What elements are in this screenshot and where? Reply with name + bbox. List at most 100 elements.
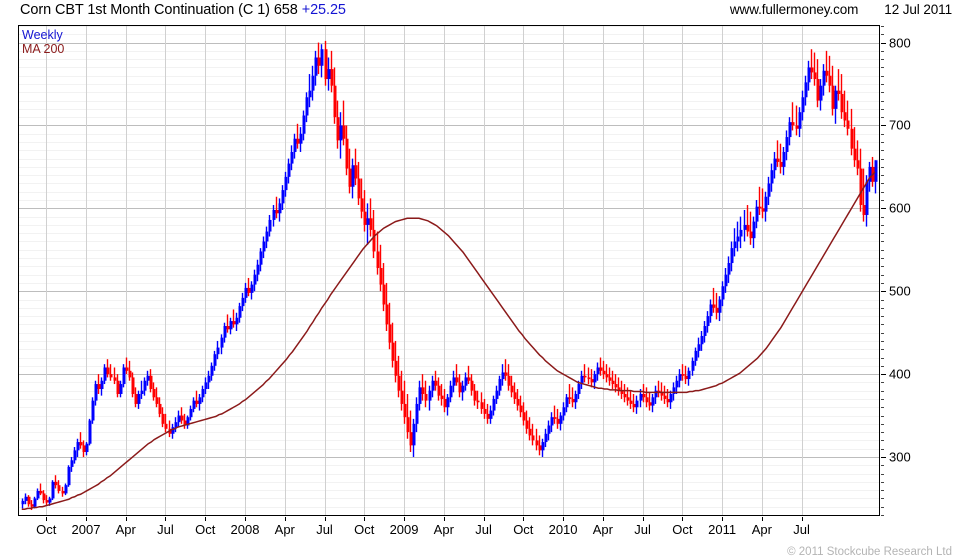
chart-series-layer: [21, 40, 878, 511]
x-axis-label: Apr: [274, 522, 295, 537]
y-axis-tick-minor: [881, 200, 884, 201]
x-axis-tick: [205, 517, 206, 521]
y-axis-tick-minor: [881, 109, 884, 110]
y-axis-tick-minor: [881, 391, 884, 392]
y-axis-tick: [881, 208, 886, 209]
x-axis-tick: [603, 517, 604, 521]
x-axis-tick: [364, 517, 365, 521]
chart-header: Corn CBT 1st Month Continuation (C 1) 65…: [0, 0, 960, 24]
y-axis-tick-minor: [881, 134, 884, 135]
y-axis-tick-minor: [881, 382, 884, 383]
y-axis-tick-minor: [881, 341, 884, 342]
y-axis-tick-minor: [881, 498, 884, 499]
y-axis-tick-minor: [881, 465, 884, 466]
y-axis-tick-minor: [881, 217, 884, 218]
y-axis-tick-minor: [881, 275, 884, 276]
y-axis-tick-minor: [881, 449, 884, 450]
y-axis-tick-minor: [881, 474, 884, 475]
x-axis-tick: [325, 517, 326, 521]
x-axis-label: Oct: [354, 522, 375, 537]
x-axis-tick: [563, 517, 564, 521]
y-axis-tick-minor: [881, 192, 884, 193]
x-axis-tick: [404, 517, 405, 521]
y-axis-tick-minor: [881, 241, 884, 242]
y-axis-tick: [881, 125, 886, 126]
y-axis-tick-minor: [881, 308, 884, 309]
y-axis-tick-minor: [881, 333, 884, 334]
x-axis-tick: [523, 517, 524, 521]
y-axis-tick-minor: [881, 59, 884, 60]
y-axis-tick-minor: [881, 26, 884, 27]
y-axis-tick-minor: [881, 300, 884, 301]
y-axis-tick-minor: [881, 159, 884, 160]
y-axis-tick-minor: [881, 225, 884, 226]
plot-inner: [19, 26, 879, 515]
x-axis-tick: [762, 517, 763, 521]
chart-date: 12 Jul 2011: [884, 2, 952, 17]
source-website: www.fullermoney.com: [729, 2, 859, 17]
y-axis-tick-minor: [881, 117, 884, 118]
y-axis-label: 300: [889, 449, 911, 465]
y-axis-tick-minor: [881, 250, 884, 251]
y-axis-tick-minor: [881, 515, 884, 516]
chart-plot-area: [18, 25, 880, 516]
price-change: +25.25: [301, 2, 346, 18]
y-axis-tick-minor: [881, 183, 884, 184]
x-axis-label: Oct: [513, 522, 534, 537]
y-axis-tick-minor: [881, 366, 884, 367]
y-axis-tick: [881, 291, 886, 292]
y-axis-tick: [881, 43, 886, 44]
y-axis-tick-minor: [881, 490, 884, 491]
y-axis-tick: [881, 457, 886, 458]
x-axis-label: Apr: [115, 522, 136, 537]
y-axis-label: 700: [889, 117, 911, 133]
y-axis-tick-minor: [881, 266, 884, 267]
header-title-group: Corn CBT 1st Month Continuation (C 1) 65…: [20, 2, 346, 18]
x-axis-tick: [484, 517, 485, 521]
y-axis-tick-minor: [881, 34, 884, 35]
x-axis-tick: [444, 517, 445, 521]
y-axis-tick-minor: [881, 258, 884, 259]
y-axis-tick-minor: [881, 67, 884, 68]
y-axis-label: 800: [889, 35, 911, 51]
y-axis-tick: [881, 374, 886, 375]
x-axis-tick: [643, 517, 644, 521]
x-axis-tick: [165, 517, 166, 521]
x-axis-label: Jul: [316, 522, 333, 537]
y-axis-tick-minor: [881, 407, 884, 408]
header-meta-group: www.fullermoney.com 12 Jul 2011: [730, 2, 952, 17]
copyright-notice: © 2011 Stockcube Research Ltd: [787, 546, 952, 558]
y-axis-tick-minor: [881, 432, 884, 433]
x-axis-label: Jul: [475, 522, 492, 537]
y-axis-tick-minor: [881, 150, 884, 151]
legend-item-weekly: Weekly: [22, 28, 63, 42]
y-axis-tick-minor: [881, 92, 884, 93]
y-axis-tick-minor: [881, 84, 884, 85]
x-axis-label: 2010: [548, 522, 578, 537]
y-axis-tick-minor: [881, 76, 884, 77]
y-axis-tick-minor: [881, 142, 884, 143]
x-axis-label: Oct: [672, 522, 693, 537]
x-axis-label: Apr: [592, 522, 613, 537]
x-axis-tick: [285, 517, 286, 521]
y-axis-tick-minor: [881, 324, 884, 325]
x-axis-label: 2007: [71, 522, 101, 537]
x-axis-label: Oct: [36, 522, 57, 537]
y-axis-tick-minor: [881, 316, 884, 317]
x-axis-label: Jul: [634, 522, 651, 537]
y-axis-tick-minor: [881, 358, 884, 359]
y-axis-label: 500: [889, 283, 911, 299]
y-axis-tick-minor: [881, 101, 884, 102]
y-axis-tick-minor: [881, 424, 884, 425]
x-axis-label: Jul: [157, 522, 174, 537]
y-axis-tick-minor: [881, 482, 884, 483]
x-axis: Oct 2007 Apr Jul Oct 2008 Apr Jul Oct 2009 Apr Jul O…: [18, 517, 880, 541]
y-axis-tick-minor: [881, 416, 884, 417]
y-axis-tick-minor: [881, 399, 884, 400]
y-axis-tick-minor: [881, 507, 884, 508]
y-axis-tick-minor: [881, 349, 884, 350]
y-axis-tick-minor: [881, 283, 884, 284]
x-axis-label: Jul: [793, 522, 810, 537]
x-axis-label: Apr: [433, 522, 454, 537]
